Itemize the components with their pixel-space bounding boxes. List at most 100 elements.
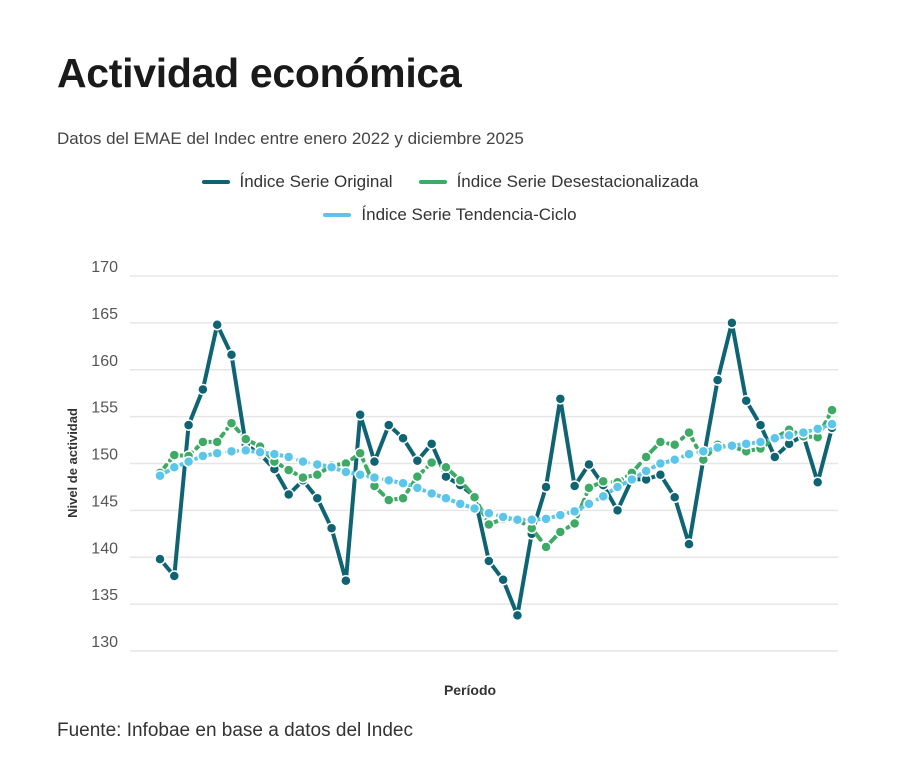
data-point[interactable] — [297, 471, 309, 484]
data-point[interactable] — [540, 481, 552, 493]
data-point[interactable] — [354, 447, 366, 459]
data-point[interactable] — [225, 417, 238, 429]
data-point[interactable] — [711, 441, 724, 454]
data-point[interactable] — [340, 574, 352, 587]
data-point[interactable] — [654, 469, 667, 481]
data-point[interactable] — [154, 553, 166, 565]
data-point[interactable] — [325, 461, 338, 473]
data-point[interactable] — [211, 447, 223, 459]
data-point[interactable] — [497, 511, 509, 523]
data-point[interactable] — [282, 451, 295, 463]
data-point[interactable] — [769, 432, 781, 444]
data-point[interactable] — [583, 482, 595, 494]
data-point[interactable] — [483, 518, 495, 531]
data-point[interactable] — [240, 444, 252, 457]
data-point[interactable] — [311, 458, 324, 471]
legend-item-tendencia[interactable]: Índice Serie Tendencia-Ciclo — [323, 205, 577, 225]
data-point[interactable] — [654, 436, 667, 448]
data-point[interactable] — [182, 455, 195, 468]
data-point[interactable] — [225, 349, 238, 361]
data-point[interactable] — [483, 507, 495, 519]
data-point[interactable] — [554, 526, 567, 538]
data-point[interactable] — [468, 491, 481, 503]
data-point[interactable] — [769, 451, 781, 463]
data-point[interactable] — [325, 522, 338, 534]
data-point[interactable] — [568, 480, 581, 492]
data-point[interactable] — [425, 438, 438, 450]
data-point[interactable] — [568, 505, 581, 518]
data-point[interactable] — [297, 455, 309, 468]
data-point[interactable] — [197, 383, 209, 396]
data-point[interactable] — [640, 465, 652, 477]
data-point[interactable] — [311, 469, 324, 481]
data-point[interactable] — [254, 446, 266, 458]
data-point[interactable] — [540, 541, 552, 553]
data-point[interactable] — [397, 477, 409, 489]
data-point[interactable] — [697, 445, 710, 458]
data-point[interactable] — [282, 488, 295, 501]
data-point[interactable] — [583, 458, 595, 471]
data-point[interactable] — [197, 450, 209, 462]
data-point[interactable] — [225, 445, 238, 458]
data-point[interactable] — [511, 514, 524, 526]
data-point[interactable] — [211, 319, 223, 331]
data-point[interactable] — [568, 517, 581, 530]
data-point[interactable] — [368, 471, 381, 484]
data-point[interactable] — [168, 449, 181, 461]
data-point[interactable] — [754, 419, 767, 431]
data-point[interactable] — [340, 466, 352, 478]
data-point[interactable] — [240, 433, 252, 445]
data-point[interactable] — [354, 409, 366, 421]
data-point[interactable] — [754, 436, 767, 448]
data-point[interactable] — [182, 419, 195, 431]
data-point[interactable] — [525, 514, 538, 526]
data-point[interactable] — [168, 570, 181, 582]
data-point[interactable] — [726, 439, 738, 452]
data-point[interactable] — [826, 418, 838, 430]
data-point[interactable] — [654, 457, 667, 470]
data-point[interactable] — [683, 538, 695, 550]
data-point[interactable] — [497, 574, 509, 586]
data-point[interactable] — [368, 455, 381, 468]
data-point[interactable] — [668, 454, 681, 466]
data-point[interactable] — [397, 432, 409, 444]
data-point[interactable] — [411, 482, 424, 494]
legend-item-original[interactable]: Índice Serie Original — [201, 172, 393, 192]
data-point[interactable] — [811, 476, 824, 488]
data-point[interactable] — [626, 473, 638, 486]
data-point[interactable] — [683, 426, 695, 439]
data-point[interactable] — [440, 492, 452, 504]
data-point[interactable] — [354, 469, 366, 481]
data-point[interactable] — [411, 454, 424, 467]
data-point[interactable] — [468, 502, 481, 515]
data-point[interactable] — [311, 492, 324, 504]
data-point[interactable] — [268, 448, 281, 460]
data-point[interactable] — [282, 464, 295, 476]
data-point[interactable] — [211, 436, 223, 448]
data-point[interactable] — [425, 487, 438, 500]
legend-item-desestacionalizada[interactable]: Índice Serie Desestacionalizada — [418, 172, 699, 192]
data-point[interactable] — [783, 429, 795, 442]
data-point[interactable] — [411, 470, 424, 483]
data-point[interactable] — [454, 474, 467, 487]
data-point[interactable] — [611, 504, 624, 517]
data-point[interactable] — [383, 419, 395, 431]
data-point[interactable] — [683, 448, 695, 460]
data-point[interactable] — [668, 491, 681, 503]
data-point[interactable] — [454, 498, 467, 510]
data-point[interactable] — [154, 469, 166, 482]
data-point[interactable] — [397, 492, 409, 504]
data-point[interactable] — [611, 481, 624, 493]
data-point[interactable] — [740, 438, 752, 450]
data-point[interactable] — [797, 426, 810, 439]
data-point[interactable] — [383, 494, 395, 506]
data-point[interactable] — [440, 461, 452, 473]
data-point[interactable] — [197, 436, 209, 448]
data-point[interactable] — [811, 423, 824, 435]
data-point[interactable] — [726, 317, 738, 329]
data-point[interactable] — [511, 609, 524, 622]
data-point[interactable] — [597, 490, 609, 503]
data-point[interactable] — [597, 475, 609, 488]
data-point[interactable] — [383, 474, 395, 487]
data-point[interactable] — [826, 404, 838, 416]
